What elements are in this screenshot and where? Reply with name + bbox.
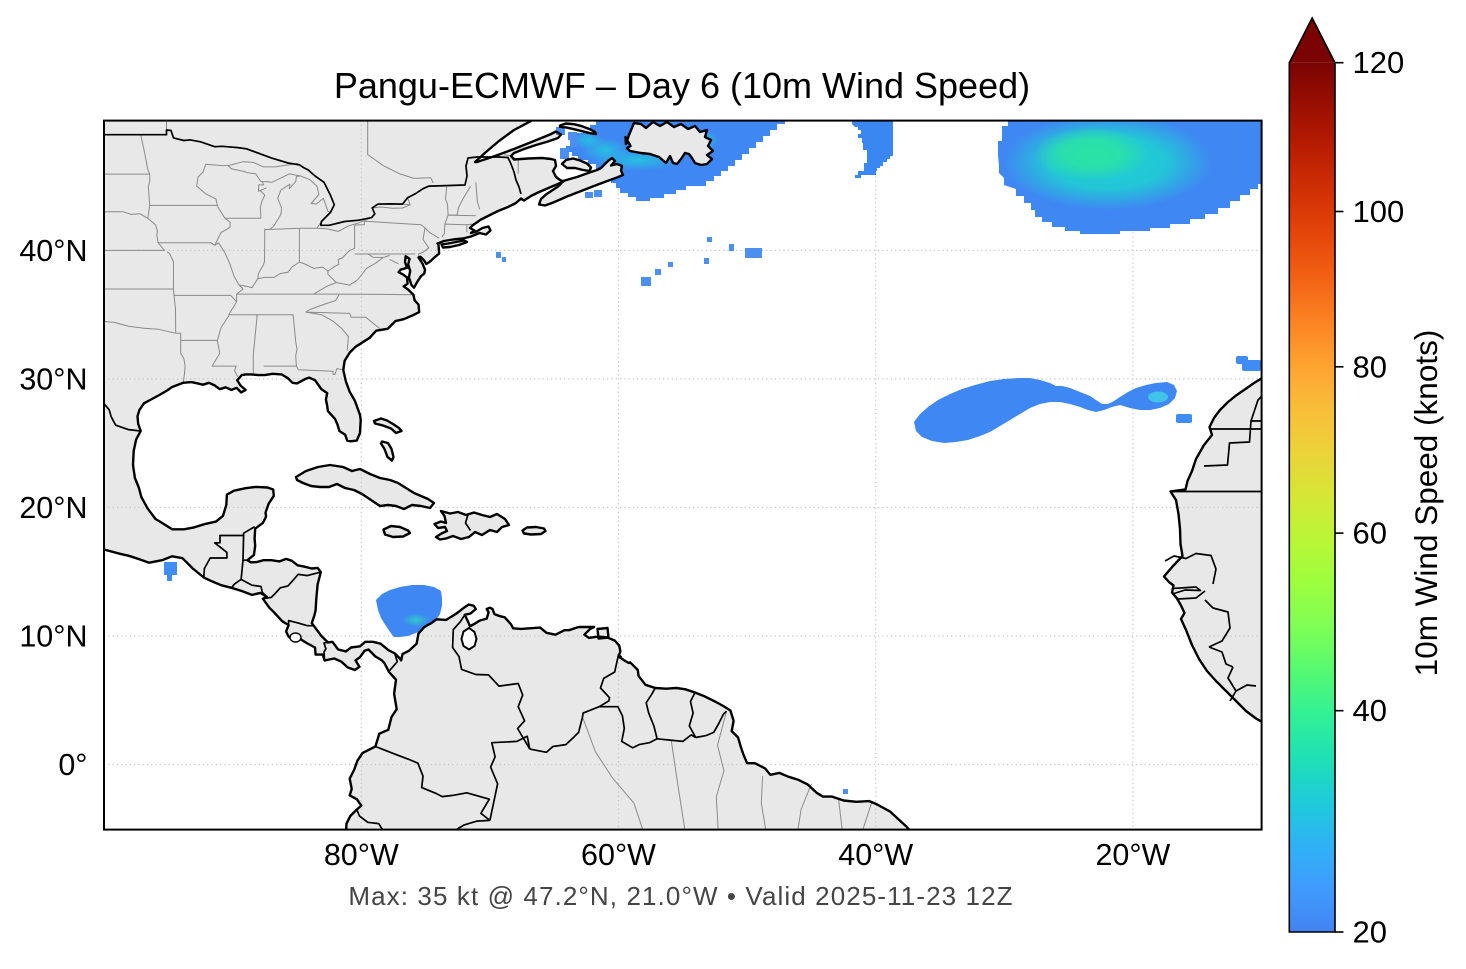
svg-text:20: 20 <box>1353 915 1387 950</box>
svg-text:10m Wind Speed (knots): 10m Wind Speed (knots) <box>1408 330 1444 677</box>
svg-text:100: 100 <box>1353 194 1405 229</box>
svg-text:40: 40 <box>1353 693 1387 728</box>
svg-text:20°W: 20°W <box>1095 838 1170 872</box>
svg-text:20°N: 20°N <box>19 491 87 525</box>
svg-text:Pangu-ECMWF – Day 6 (10m Wind: Pangu-ECMWF – Day 6 (10m Wind Speed) <box>334 65 1030 106</box>
svg-text:60°W: 60°W <box>581 838 656 872</box>
svg-text:Max: 35 kt @ 47.2°N, 21.0°W •: Max: 35 kt @ 47.2°N, 21.0°W • Valid 2025… <box>348 881 1013 911</box>
svg-text:10°N: 10°N <box>19 620 87 654</box>
svg-text:40°N: 40°N <box>19 234 87 268</box>
svg-text:0°: 0° <box>58 748 87 782</box>
svg-text:60: 60 <box>1353 516 1387 551</box>
svg-text:120: 120 <box>1353 45 1405 80</box>
svg-text:80°W: 80°W <box>324 838 399 872</box>
svg-text:80: 80 <box>1353 349 1387 384</box>
svg-text:30°N: 30°N <box>19 362 87 396</box>
svg-text:40°W: 40°W <box>838 838 913 872</box>
